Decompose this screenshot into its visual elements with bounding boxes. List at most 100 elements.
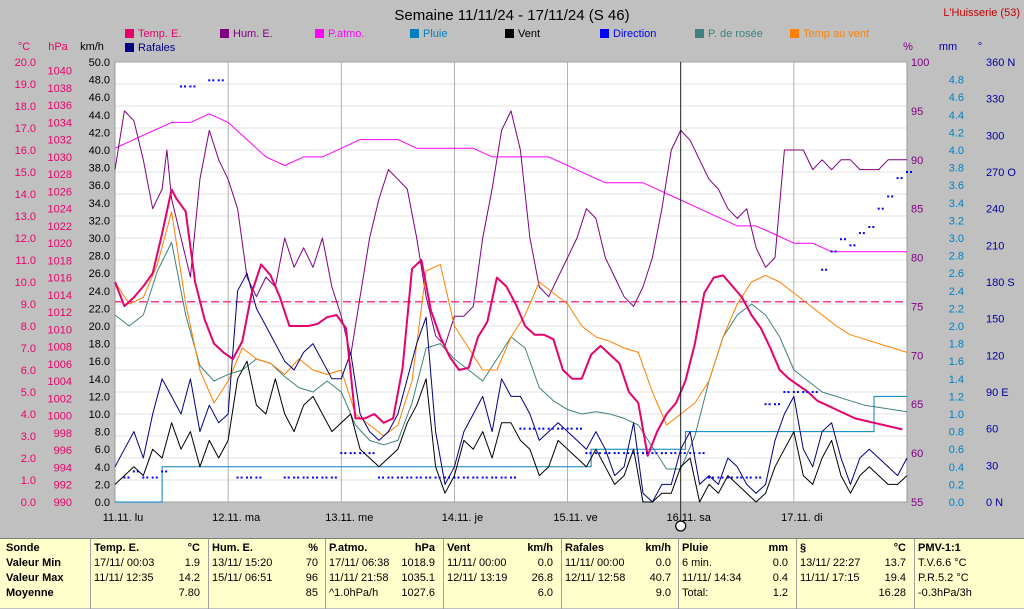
temp-tick-label: 2.0 [21, 453, 36, 465]
stats-value: 0.4 [772, 572, 788, 584]
wind-tick-label: 34.0 [89, 198, 110, 210]
stats-labels: Sonde Valeur Min Valeur Max Moyenne [6, 541, 88, 601]
direction-point [410, 476, 413, 479]
stats-row-label: Sonde [6, 542, 40, 554]
day-label: 13.11. me [325, 512, 373, 524]
pressure-tick-label: 994 [54, 462, 72, 474]
wind-tick-label: 22.0 [89, 303, 110, 315]
direction-point [444, 476, 446, 479]
direction-tick-label: 360 N [986, 57, 1015, 69]
direction-point [334, 476, 337, 479]
direction-point [642, 452, 644, 455]
day-label: 16.11. sa [666, 512, 711, 524]
direction-point [240, 476, 243, 479]
time-marker-icon [675, 520, 687, 532]
rain-tick-label: 2.6 [949, 268, 964, 280]
legend-label: Hum. E. [233, 28, 273, 40]
direction-point [500, 476, 503, 479]
day-label: 15.11. ve [553, 512, 597, 524]
direction-point [306, 476, 309, 479]
direction-point [547, 427, 550, 430]
stats-time: 11/11/ 12:35 [94, 572, 154, 584]
series-line-temp-au-vent [114, 211, 908, 437]
direction-point [646, 452, 648, 455]
stats-header: Vent [447, 542, 471, 554]
stats-value: 1018.9 [401, 557, 435, 569]
axis-unit-label: mm [939, 41, 957, 53]
rain-tick-label: 4.0 [949, 145, 964, 157]
direction-point [787, 391, 790, 393]
humidity-tick-label: 90 [911, 155, 923, 167]
direction-point [745, 476, 748, 479]
temp-tick-label: 3.0 [21, 431, 36, 443]
stats-value: 1035.1 [401, 572, 435, 584]
direction-point [566, 427, 569, 430]
stats-value: 19.4 [884, 572, 906, 584]
temp-tick-label: 15.0 [15, 167, 36, 179]
direction-point [255, 476, 258, 479]
rain-tick-label: 0.0 [949, 497, 964, 509]
direction-point [585, 452, 588, 455]
stats-header: P.atmo. [329, 542, 368, 554]
direction-point [155, 476, 158, 479]
wind-tick-label: 24.0 [89, 286, 110, 298]
direction-point [670, 452, 673, 455]
direction-point [698, 452, 701, 455]
stats-panel: Sonde Valeur Min Valeur Max Moyenne Temp… [0, 538, 1024, 609]
direction-point [236, 476, 239, 479]
direction-point [887, 195, 890, 198]
wind-tick-label: 26.0 [89, 268, 110, 280]
rain-tick-label: 2.4 [949, 286, 964, 298]
stats-header: Rafales [565, 542, 605, 554]
direction-point [504, 476, 507, 479]
rain-tick-label: 0.8 [949, 427, 964, 439]
stats-gust: Rafales km/h 11/11/ 00:00 0.0 12/11/ 12:58… [565, 541, 675, 601]
pressure-tick-label: 1028 [48, 169, 72, 181]
stats-time: 11/11/ 21:58 [329, 572, 389, 584]
pressure-tick-label: 990 [54, 497, 72, 509]
direction-point [519, 427, 522, 430]
direction-point [830, 250, 833, 253]
pressure-tick-label: 1030 [48, 152, 72, 164]
direction-tick-label: 90 E [986, 387, 1009, 399]
stats-time: 11/11/ 14:34 [682, 572, 742, 584]
day-label: 11.11. lu [103, 512, 144, 524]
direction-point [910, 171, 912, 173]
direction-point [287, 476, 290, 479]
series-line-hum-e- [114, 110, 907, 356]
legend-swatch [505, 29, 514, 38]
wind-tick-label: 44.0 [89, 110, 110, 122]
rain-tick-label: 1.8 [949, 339, 964, 351]
direction-point [594, 452, 597, 455]
direction-point [349, 452, 352, 455]
axis-unit-label: km/h [80, 41, 104, 53]
legend-label: Vent [518, 28, 540, 40]
direction-point [302, 476, 305, 479]
wind-tick-label: 8.0 [95, 427, 110, 439]
direction-point [359, 452, 362, 455]
direction-point [717, 476, 720, 479]
direction-point [708, 476, 710, 479]
stats-unit: °C [187, 542, 200, 554]
day-label: 14.11. je [442, 512, 483, 524]
direction-point [736, 476, 739, 479]
pressure-tick-label: 1038 [48, 83, 72, 95]
rain-tick-label: 0.4 [949, 462, 964, 474]
stats-header: Temp. E. [94, 542, 140, 554]
stats-row-label: Moyenne [6, 587, 54, 599]
direction-point [674, 452, 677, 455]
weather-chart: Semaine 11/11/24 - 17/11/24 (S 46) L'Hui… [14, 7, 1020, 532]
direction-point [136, 470, 139, 473]
direction-point [485, 476, 488, 479]
pressure-tick-label: 1034 [48, 117, 72, 129]
pressure-tick-label: 1022 [48, 221, 72, 233]
wind-tick-label: 6.0 [95, 444, 110, 456]
legend-swatch [315, 29, 324, 38]
direction-point [542, 427, 545, 430]
humidity-tick-label: 70 [911, 350, 923, 362]
pressure-tick-label: 1004 [48, 376, 72, 388]
direction-point [330, 476, 333, 479]
stats-value: 70 [305, 557, 318, 569]
stats-value: 1.2 [772, 587, 788, 599]
pressure-tick-label: 1000 [48, 411, 72, 423]
